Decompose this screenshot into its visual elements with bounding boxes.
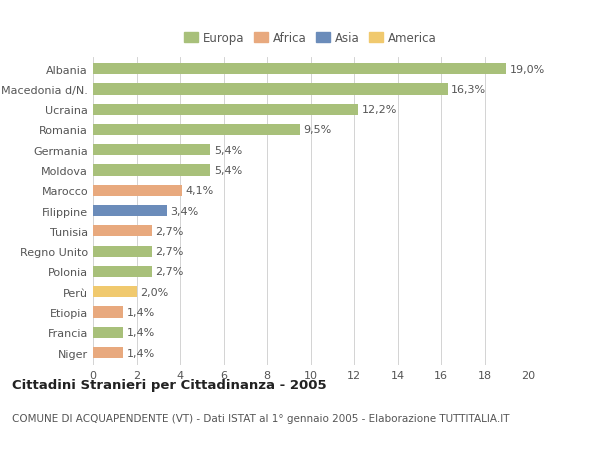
Text: 4,1%: 4,1% <box>185 186 214 196</box>
Text: 2,7%: 2,7% <box>155 267 184 277</box>
Text: COMUNE DI ACQUAPENDENTE (VT) - Dati ISTAT al 1° gennaio 2005 - Elaborazione TUTT: COMUNE DI ACQUAPENDENTE (VT) - Dati ISTA… <box>12 413 509 423</box>
Text: 1,4%: 1,4% <box>127 328 155 337</box>
Text: 2,7%: 2,7% <box>155 246 184 257</box>
Text: 19,0%: 19,0% <box>509 65 545 74</box>
Bar <box>93 84 448 95</box>
Text: 5,4%: 5,4% <box>214 146 242 156</box>
Text: 2,7%: 2,7% <box>155 226 184 236</box>
Text: 3,4%: 3,4% <box>170 206 199 216</box>
Bar <box>93 327 124 338</box>
Bar <box>93 206 167 217</box>
Bar <box>93 165 211 176</box>
Bar <box>93 185 182 196</box>
Bar <box>93 125 299 136</box>
Bar <box>93 104 358 116</box>
Text: 5,4%: 5,4% <box>214 166 242 176</box>
Bar <box>93 266 152 277</box>
Bar <box>93 286 137 297</box>
Text: Cittadini Stranieri per Cittadinanza - 2005: Cittadini Stranieri per Cittadinanza - 2… <box>12 379 326 392</box>
Bar <box>93 307 124 318</box>
Bar <box>93 64 506 75</box>
Text: 16,3%: 16,3% <box>451 85 486 95</box>
Bar <box>93 145 211 156</box>
Text: 9,5%: 9,5% <box>303 125 331 135</box>
Text: 12,2%: 12,2% <box>362 105 397 115</box>
Bar <box>93 246 152 257</box>
Bar <box>93 347 124 358</box>
Bar <box>93 226 152 237</box>
Legend: Europa, Africa, Asia, America: Europa, Africa, Asia, America <box>182 29 439 47</box>
Text: 1,4%: 1,4% <box>127 308 155 317</box>
Text: 2,0%: 2,0% <box>140 287 168 297</box>
Text: 1,4%: 1,4% <box>127 348 155 358</box>
